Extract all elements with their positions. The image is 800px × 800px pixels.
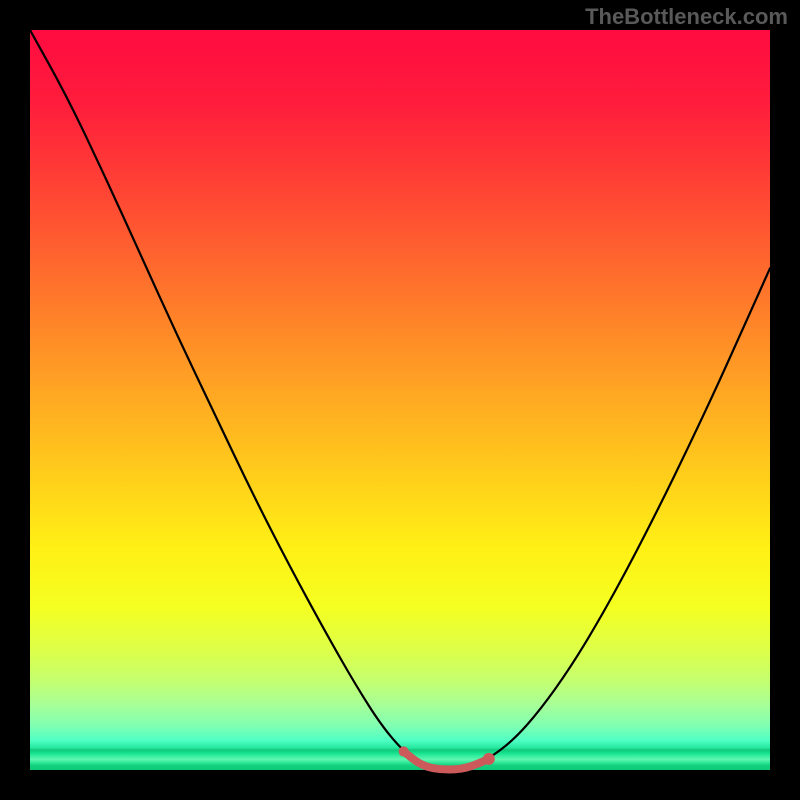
chart-svg — [0, 0, 800, 800]
optimal-range-start-marker — [399, 746, 409, 756]
watermark-text: TheBottleneck.com — [585, 4, 788, 30]
optimal-range-end-marker — [483, 753, 495, 765]
bottleneck-chart: TheBottleneck.com — [0, 0, 800, 800]
